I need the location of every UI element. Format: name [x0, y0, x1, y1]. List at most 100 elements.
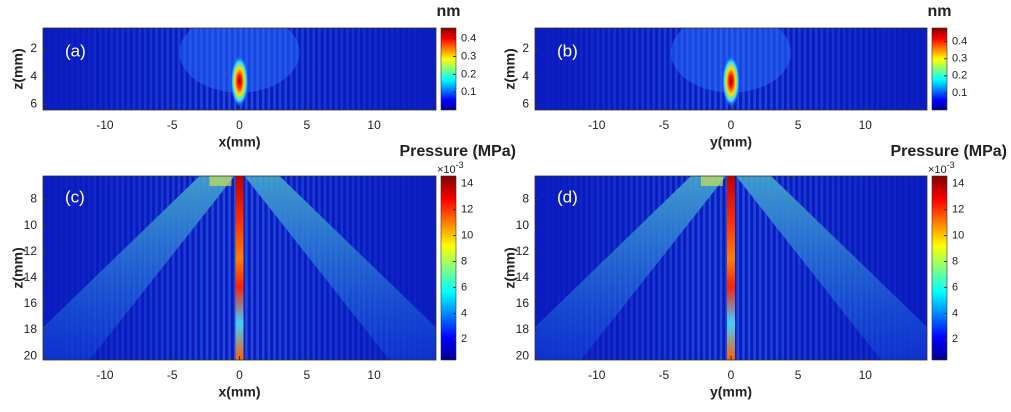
- stripe: [188, 176, 192, 360]
- stripe: [792, 28, 796, 110]
- stripe: [669, 28, 672, 110]
- y-tick-label: 6: [522, 97, 529, 111]
- colorbar-tick-label: 0.4: [461, 33, 476, 45]
- stripe: [574, 28, 577, 110]
- stripe: [71, 28, 74, 110]
- panel-label: (b): [557, 41, 578, 60]
- colorbar-tick-label: 4: [461, 307, 467, 319]
- stripe: [607, 176, 611, 360]
- x-tick-label: -5: [167, 368, 178, 382]
- stripe: [893, 28, 896, 110]
- stripe: [669, 176, 672, 360]
- stripe: [798, 28, 801, 110]
- stripe: [166, 176, 170, 360]
- stripe: [803, 176, 807, 360]
- heatmap: [43, 176, 436, 360]
- stripe: [306, 28, 310, 110]
- stripe: [848, 176, 852, 360]
- exponent-power: -3: [947, 160, 955, 170]
- stripe: [848, 28, 852, 110]
- stripe: [340, 28, 344, 110]
- stripe: [228, 176, 231, 360]
- stripe: [54, 176, 57, 360]
- x-tick-label: 0: [728, 368, 735, 382]
- y-tick-label: 10: [24, 218, 38, 232]
- stripe: [261, 176, 265, 360]
- exponent-power: -3: [456, 160, 464, 170]
- colorbar: [931, 27, 948, 111]
- stripe: [910, 28, 913, 110]
- stripe: [691, 176, 695, 360]
- stripe: [329, 28, 332, 110]
- stripe: [301, 176, 304, 360]
- stripe: [290, 176, 293, 360]
- stripe: [747, 176, 751, 360]
- stripe: [591, 176, 594, 360]
- stripe: [647, 28, 650, 110]
- y-axis-label: z(mm): [502, 48, 518, 89]
- y-tick-label: 2: [522, 41, 529, 55]
- stripe: [379, 28, 383, 110]
- stripe: [904, 176, 908, 360]
- x-tick-label: 5: [303, 368, 310, 382]
- y-axis-label: z(mm): [10, 48, 26, 89]
- stripe: [402, 28, 405, 110]
- stripe: [379, 176, 383, 360]
- y-tick-label: 4: [522, 69, 529, 83]
- exponent-base: ×10: [437, 164, 456, 176]
- x-tick-label: 0: [236, 118, 243, 132]
- stripe: [295, 28, 299, 110]
- stripe: [177, 176, 181, 360]
- stripe: [430, 176, 433, 360]
- heatmap: [535, 176, 927, 360]
- stripe: [798, 176, 801, 360]
- stripe: [854, 176, 857, 360]
- stripe: [602, 176, 605, 360]
- stripe: [374, 28, 377, 110]
- stripe: [413, 176, 417, 360]
- stripe: [619, 176, 622, 360]
- y-tick-label: 6: [30, 97, 37, 111]
- stripe: [641, 28, 644, 110]
- stripe: [921, 28, 924, 110]
- x-tick-label: 5: [795, 118, 802, 132]
- stripe: [541, 176, 544, 360]
- stripe: [837, 28, 840, 110]
- y-tick-label: 12: [516, 244, 530, 258]
- stripe: [65, 28, 68, 110]
- stripe: [334, 176, 338, 360]
- stripe: [368, 176, 372, 360]
- beam: [736, 176, 927, 360]
- stripe: [110, 28, 113, 110]
- stripe: [596, 176, 600, 360]
- stripe: [425, 176, 428, 360]
- stripe: [284, 176, 287, 360]
- beam: [43, 176, 235, 360]
- stripe: [76, 28, 80, 110]
- y-tick-label: 10: [516, 218, 530, 232]
- stripe: [385, 176, 388, 360]
- colorbar-tick-label: 2: [952, 333, 958, 345]
- stripe: [368, 28, 372, 110]
- stripe: [899, 176, 902, 360]
- x-tick-label: -10: [588, 368, 606, 382]
- stripe: [138, 176, 141, 360]
- stripe: [675, 28, 678, 110]
- colorbar-tick-label: 6: [461, 281, 467, 293]
- stripe: [815, 28, 818, 110]
- colorbar-tick-label: 0.1: [952, 87, 967, 99]
- x-tick-label: -10: [96, 368, 114, 382]
- focus-edge: [701, 176, 723, 186]
- stripe: [267, 176, 271, 360]
- colorbar-tick-label: 0.1: [461, 86, 476, 98]
- stripe: [155, 176, 158, 360]
- stripe: [160, 176, 164, 360]
- stripe: [742, 176, 745, 360]
- panel-label: (a): [65, 41, 86, 60]
- colorbar-tick-label: 0.3: [952, 53, 967, 65]
- focus: [230, 55, 249, 108]
- colorbar-tick-label: 8: [461, 255, 467, 267]
- x-tick-label: 10: [367, 368, 381, 382]
